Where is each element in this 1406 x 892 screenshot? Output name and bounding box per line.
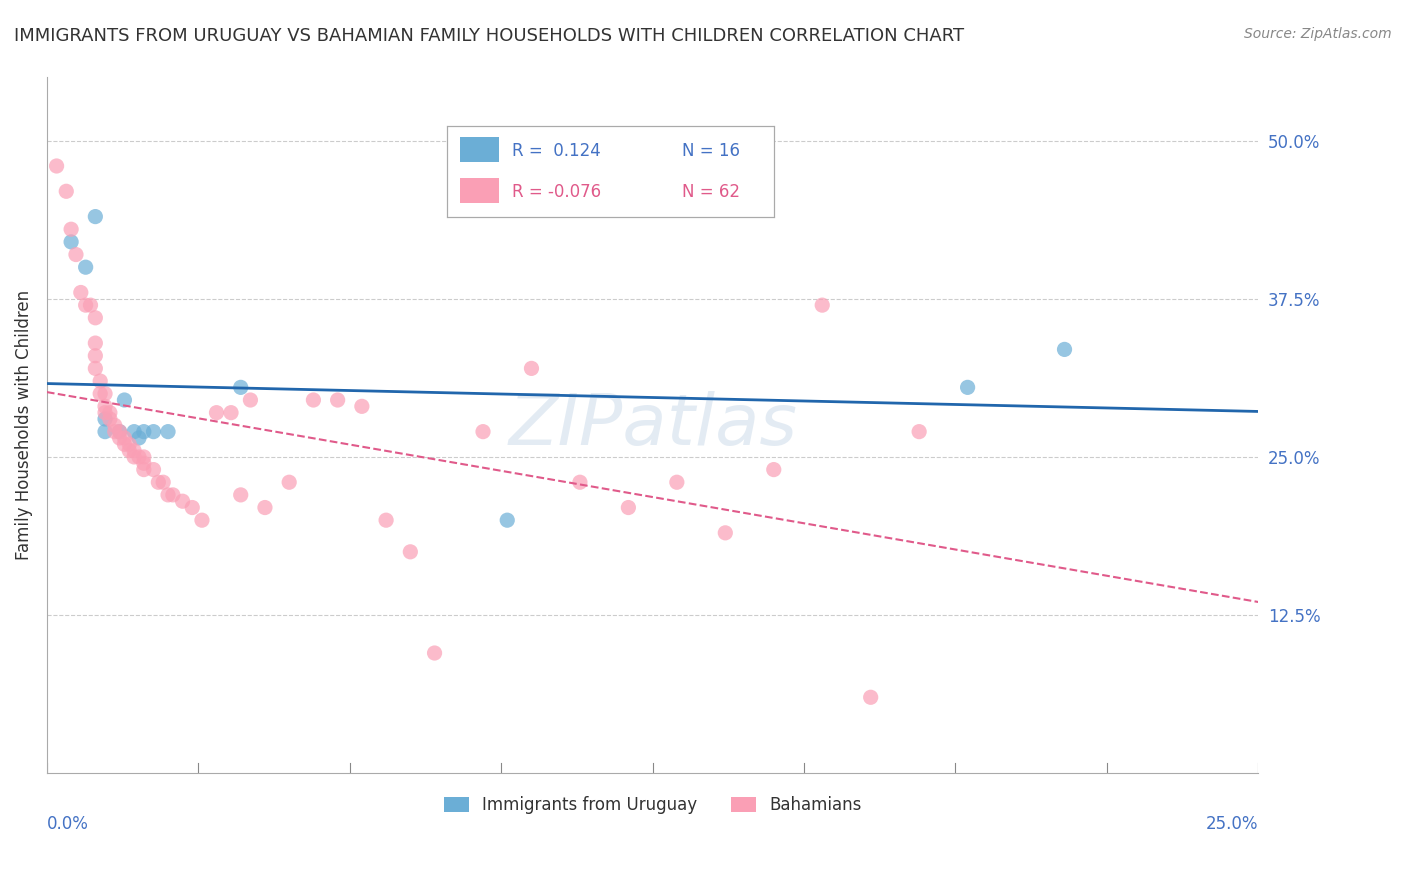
- Text: Source: ZipAtlas.com: Source: ZipAtlas.com: [1244, 27, 1392, 41]
- Point: [1053, 343, 1076, 357]
- Point: [108, 431, 131, 445]
- Point: [89, 386, 111, 401]
- Point: [239, 392, 262, 407]
- Point: [122, 450, 145, 464]
- Point: [94, 400, 117, 414]
- Point: [84, 336, 107, 351]
- Point: [423, 646, 446, 660]
- Point: [69, 285, 91, 300]
- Point: [94, 406, 117, 420]
- Point: [132, 456, 155, 470]
- Point: [98, 412, 121, 426]
- Point: [152, 475, 174, 490]
- Point: [205, 406, 228, 420]
- Point: [142, 425, 165, 439]
- Point: [859, 690, 882, 705]
- Point: [112, 392, 135, 407]
- Point: [181, 500, 204, 515]
- Point: [118, 437, 141, 451]
- Point: [128, 450, 150, 464]
- Point: [94, 425, 117, 439]
- Point: [55, 184, 77, 198]
- Point: [132, 425, 155, 439]
- Point: [157, 425, 180, 439]
- Point: [908, 425, 931, 439]
- Point: [956, 380, 979, 394]
- Point: [118, 443, 141, 458]
- Point: [132, 462, 155, 476]
- Point: [172, 494, 194, 508]
- Point: [84, 310, 107, 325]
- Point: [75, 260, 97, 275]
- Point: [65, 247, 87, 261]
- Point: [399, 545, 422, 559]
- Point: [132, 450, 155, 464]
- Point: [496, 513, 519, 527]
- Point: [104, 425, 127, 439]
- Point: [142, 462, 165, 476]
- Point: [375, 513, 398, 527]
- Point: [128, 431, 150, 445]
- Point: [108, 425, 131, 439]
- Point: [84, 361, 107, 376]
- Point: [84, 210, 107, 224]
- Point: [762, 462, 785, 476]
- Point: [219, 406, 242, 420]
- Point: [75, 298, 97, 312]
- Point: [112, 431, 135, 445]
- Point: [191, 513, 214, 527]
- Legend: Immigrants from Uruguay, Bahamians: Immigrants from Uruguay, Bahamians: [437, 789, 868, 821]
- Point: [108, 425, 131, 439]
- Point: [229, 488, 252, 502]
- Point: [122, 425, 145, 439]
- Text: 0.0%: 0.0%: [46, 815, 89, 833]
- Point: [79, 298, 101, 312]
- Point: [229, 380, 252, 394]
- Point: [278, 475, 301, 490]
- Point: [568, 475, 591, 490]
- Point: [122, 443, 145, 458]
- Point: [157, 488, 180, 502]
- Point: [520, 361, 543, 376]
- Y-axis label: Family Households with Children: Family Households with Children: [15, 290, 32, 560]
- Point: [253, 500, 276, 515]
- Point: [665, 475, 688, 490]
- Point: [94, 412, 117, 426]
- Point: [104, 418, 127, 433]
- Point: [472, 425, 495, 439]
- Point: [617, 500, 640, 515]
- Text: 25.0%: 25.0%: [1206, 815, 1258, 833]
- Point: [350, 400, 373, 414]
- Point: [162, 488, 184, 502]
- Point: [112, 437, 135, 451]
- Point: [302, 392, 325, 407]
- Point: [45, 159, 67, 173]
- Text: IMMIGRANTS FROM URUGUAY VS BAHAMIAN FAMILY HOUSEHOLDS WITH CHILDREN CORRELATION : IMMIGRANTS FROM URUGUAY VS BAHAMIAN FAMI…: [14, 27, 965, 45]
- Point: [98, 406, 121, 420]
- Point: [714, 525, 737, 540]
- Point: [84, 349, 107, 363]
- Point: [94, 386, 117, 401]
- Point: [60, 222, 83, 236]
- Point: [60, 235, 83, 249]
- Text: ZIPatlas: ZIPatlas: [508, 391, 797, 459]
- Point: [89, 374, 111, 388]
- Point: [326, 392, 349, 407]
- Point: [811, 298, 834, 312]
- Point: [148, 475, 170, 490]
